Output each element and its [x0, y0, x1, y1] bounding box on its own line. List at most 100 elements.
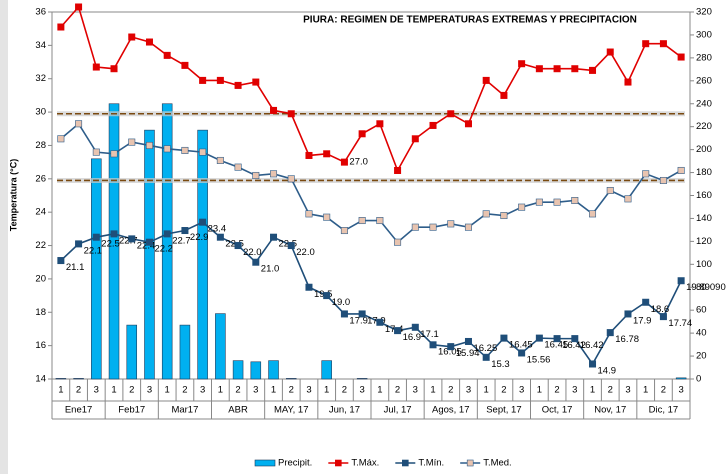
- data-label: 18.6: [651, 304, 670, 315]
- marker: [589, 66, 597, 74]
- bar: [144, 129, 155, 380]
- x-tick-label: 1: [590, 385, 595, 396]
- legend-label: Precipit.: [278, 458, 312, 469]
- y2-tick-label: 260: [696, 75, 712, 86]
- month-label: Mar17: [171, 405, 198, 416]
- marker: [642, 170, 650, 178]
- bar: [215, 313, 226, 380]
- data-label: 16.45: [544, 340, 568, 351]
- marker: [305, 210, 313, 218]
- marker: [376, 120, 384, 128]
- marker: [659, 176, 667, 184]
- y-tick-label: 20: [35, 273, 46, 284]
- data-label: 23.4: [208, 224, 227, 235]
- marker: [535, 65, 543, 73]
- data-label: 16.25: [473, 343, 497, 354]
- data-label: 16.78: [615, 334, 639, 345]
- marker: [589, 360, 597, 368]
- marker: [199, 148, 207, 156]
- x-tick-label: 3: [678, 385, 683, 396]
- y2-tick-label: 0: [696, 374, 701, 385]
- marker: [429, 121, 437, 129]
- marker: [482, 76, 490, 84]
- marker: [606, 329, 614, 337]
- y2-tick-label: 120: [696, 236, 712, 247]
- y2-tick-label: 80: [696, 282, 707, 293]
- marker: [394, 327, 402, 335]
- y2-tick-label: 220: [696, 121, 712, 132]
- marker: [642, 40, 650, 48]
- legend-label: T.Med.: [483, 458, 512, 469]
- data-label: 22.0: [296, 247, 315, 258]
- bar: [179, 324, 191, 380]
- month-label: Agos, 17: [432, 405, 470, 416]
- data-label: 16.45: [509, 340, 533, 351]
- marker: [57, 135, 65, 143]
- marker: [518, 349, 526, 357]
- y-tick-label: 36: [35, 7, 46, 18]
- marker: [677, 53, 685, 61]
- marker: [57, 257, 65, 265]
- data-label: 22.4: [137, 240, 156, 251]
- data-label: 17.1: [420, 329, 439, 340]
- bar: [108, 103, 120, 380]
- marker: [659, 40, 667, 48]
- marker: [92, 148, 100, 156]
- x-tick-label: 2: [76, 385, 81, 396]
- marker: [482, 353, 490, 361]
- data-label: 16.05: [438, 346, 462, 357]
- marker: [376, 318, 384, 326]
- x-tick-label: 1: [484, 385, 489, 396]
- x-tick-label: 1: [271, 385, 276, 396]
- x-tick-label: 2: [235, 385, 240, 396]
- marker: [234, 242, 242, 250]
- marker: [447, 220, 455, 228]
- y-axis-label: Temperatura (°C): [8, 159, 18, 231]
- y2-tick-label: 280: [696, 52, 712, 63]
- month-label: Ene17: [65, 405, 92, 416]
- y2-tick-label: 200: [696, 144, 712, 155]
- x-tick-label: 1: [58, 385, 63, 396]
- marker: [145, 38, 153, 46]
- bar: [285, 378, 297, 380]
- marker: [500, 91, 508, 99]
- x-tick-label: 3: [413, 385, 418, 396]
- x-tick-label: 2: [129, 385, 134, 396]
- x-tick-label: 2: [448, 385, 453, 396]
- y-tick-label: 34: [35, 40, 46, 51]
- data-label: 19.890909: [686, 282, 726, 293]
- marker: [181, 61, 189, 69]
- data-label: 17.74: [668, 318, 692, 329]
- data-label: 21.1: [66, 262, 85, 273]
- y2-tick-label: 20: [696, 351, 707, 362]
- x-tick-label: 1: [111, 385, 116, 396]
- y-tick-label: 22: [35, 240, 46, 251]
- marker: [553, 65, 561, 73]
- marker: [358, 310, 366, 318]
- bar: [232, 360, 244, 380]
- marker: [75, 120, 83, 128]
- marker: [75, 240, 83, 248]
- y-tick-label: 32: [35, 73, 46, 84]
- data-label: 14.9: [598, 366, 617, 377]
- x-tick-label: 1: [218, 385, 223, 396]
- marker: [305, 283, 313, 291]
- x-tick-label: 3: [625, 385, 630, 396]
- y2-tick-label: 100: [696, 259, 712, 270]
- y2-tick-label: 300: [696, 29, 712, 40]
- marker: [323, 150, 331, 158]
- data-label: 19.0: [332, 297, 351, 308]
- marker: [553, 198, 561, 206]
- data-label: 22.7: [172, 235, 191, 246]
- x-tick-label: 3: [253, 385, 258, 396]
- data-label: 22.1: [84, 245, 103, 256]
- marker: [677, 277, 685, 285]
- marker: [358, 130, 366, 138]
- marker: [181, 227, 189, 235]
- legend-label: T.Máx.: [351, 458, 379, 469]
- marker: [447, 343, 455, 351]
- legend-swatch: [402, 459, 409, 467]
- data-label: 15.94: [456, 348, 480, 359]
- month-label: Dic, 17: [649, 405, 679, 416]
- data-label: 17.9: [633, 315, 652, 326]
